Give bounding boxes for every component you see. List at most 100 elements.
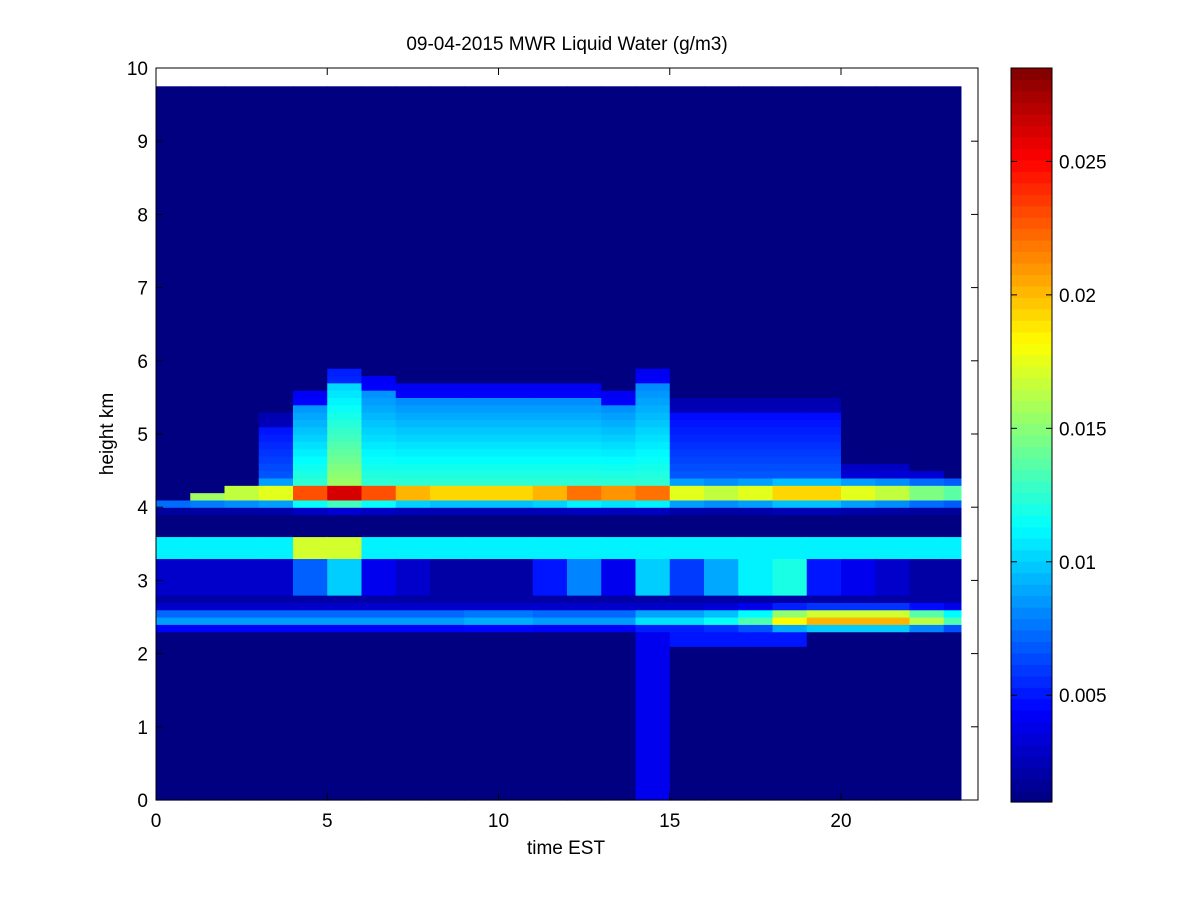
heatmap-cell <box>909 280 945 289</box>
heatmap-cell <box>395 185 431 194</box>
heatmap-cell <box>224 309 260 318</box>
heatmap-cell <box>943 726 962 735</box>
heatmap-cell <box>738 521 774 530</box>
heatmap-cell <box>806 434 842 442</box>
heatmap-cell <box>704 331 739 340</box>
heatmap-cell <box>943 272 962 281</box>
heatmap-cell <box>258 441 294 450</box>
heatmap-cell <box>293 609 328 618</box>
heatmap-cell <box>772 412 808 420</box>
heatmap-cell <box>327 741 363 750</box>
heatmap-cell <box>190 587 226 596</box>
heatmap-cell <box>532 214 568 223</box>
heatmap-cell <box>841 258 876 267</box>
heatmap-cell <box>361 697 397 706</box>
colorbar-swatch <box>1011 262 1052 276</box>
heatmap-cell <box>327 536 363 545</box>
heatmap-cell <box>532 185 568 194</box>
heatmap-cell <box>943 521 962 530</box>
heatmap-cell <box>498 470 534 479</box>
heatmap-cell <box>498 338 534 347</box>
heatmap-cell <box>704 272 739 281</box>
heatmap-cell <box>156 412 191 420</box>
heatmap-cell <box>293 719 328 728</box>
heatmap-cell <box>430 551 465 560</box>
heatmap-cell <box>635 86 671 91</box>
heatmap-cell <box>464 565 500 574</box>
heatmap-cell <box>567 704 602 713</box>
heatmap-cell <box>293 492 328 501</box>
heatmap-cell <box>532 89 568 98</box>
heatmap-cell <box>738 368 774 377</box>
heatmap-cell <box>635 309 671 318</box>
heatmap-cell <box>327 631 363 640</box>
heatmap-cell <box>498 748 534 757</box>
heatmap-cell <box>704 536 739 545</box>
heatmap-cell <box>943 668 962 677</box>
heatmap-cell <box>943 382 962 391</box>
heatmap-cell <box>567 719 602 728</box>
heatmap-cell <box>601 463 637 472</box>
heatmap-cell <box>738 170 774 179</box>
heatmap-cell <box>704 316 739 325</box>
heatmap-cell <box>361 543 397 552</box>
heatmap-cell <box>532 412 568 420</box>
heatmap-cell <box>258 426 294 435</box>
heatmap-cell <box>669 353 705 362</box>
heatmap-cell <box>258 617 294 625</box>
heatmap-cell <box>224 653 260 662</box>
heatmap-cell <box>395 236 431 245</box>
heatmap-cell <box>395 617 431 625</box>
heatmap-cell <box>258 199 294 208</box>
heatmap-cell <box>258 778 294 786</box>
heatmap-cell <box>567 748 602 757</box>
heatmap-cell <box>327 170 363 179</box>
heatmap-cell <box>601 353 637 362</box>
heatmap-cell <box>430 631 465 640</box>
heatmap-cell <box>909 748 945 757</box>
heatmap-cell <box>704 741 739 750</box>
heatmap-cell <box>601 243 637 252</box>
heatmap-cell <box>156 119 191 128</box>
heatmap-cell <box>464 331 500 340</box>
heatmap-cell <box>361 741 397 750</box>
heatmap-cell <box>601 155 637 164</box>
heatmap-cell <box>909 375 945 384</box>
heatmap-cell <box>806 104 842 113</box>
heatmap-cell <box>772 280 808 289</box>
heatmap-cell <box>772 111 808 120</box>
heatmap-cell <box>498 155 534 164</box>
heatmap-cell <box>841 236 876 245</box>
heatmap-cell <box>498 309 534 318</box>
heatmap-cell <box>258 360 294 369</box>
heatmap-cell <box>293 551 328 560</box>
heatmap-cell <box>498 302 534 311</box>
heatmap-cell <box>190 646 226 655</box>
heatmap-cell <box>361 104 397 113</box>
heatmap-cell <box>806 163 842 172</box>
heatmap-cell <box>567 551 602 560</box>
heatmap-cell <box>669 756 705 764</box>
heatmap-cell <box>395 155 431 164</box>
heatmap-cell <box>704 155 739 164</box>
heatmap-cell <box>258 155 294 164</box>
heatmap-cell <box>327 492 363 501</box>
heatmap-cell <box>704 602 739 611</box>
heatmap-cell <box>704 734 739 743</box>
colorbar-swatch <box>1011 767 1052 780</box>
heatmap-cell <box>601 756 637 764</box>
heatmap-cell <box>395 448 431 457</box>
heatmap-cell <box>704 631 739 640</box>
heatmap-cell <box>772 86 808 91</box>
heatmap-cell <box>361 617 397 625</box>
heatmap-cell <box>190 565 226 574</box>
heatmap-cell <box>635 770 671 779</box>
heatmap-cell <box>430 646 465 655</box>
heatmap-cell <box>464 441 500 450</box>
heatmap-cell <box>635 272 671 281</box>
heatmap-cell <box>498 382 534 391</box>
heatmap-cell <box>361 521 397 530</box>
colorbar-swatch <box>1011 744 1052 757</box>
heatmap-cell <box>464 448 500 457</box>
heatmap-cell <box>293 734 328 743</box>
